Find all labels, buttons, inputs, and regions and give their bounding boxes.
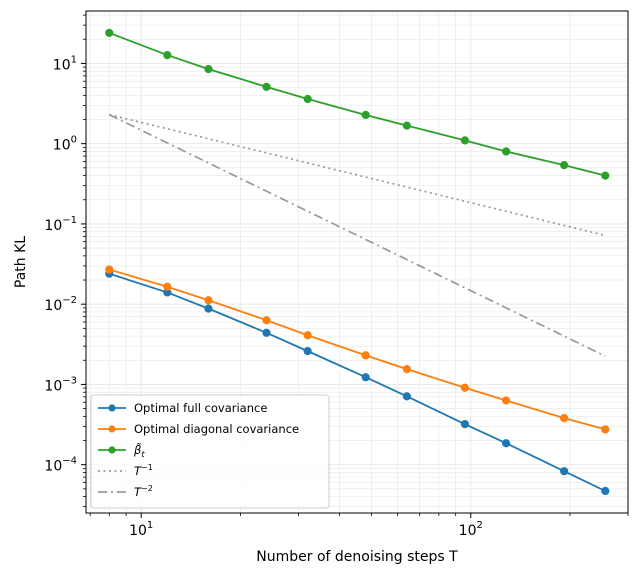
- x-axis-label: Number of denoising steps T: [256, 549, 458, 565]
- y-tick-label: 10−3: [44, 375, 77, 394]
- data-point-0: [601, 486, 610, 496]
- data-point-0: [361, 373, 370, 382]
- data-point-2: [204, 64, 213, 74]
- y-axis-label: Path KL: [13, 236, 29, 288]
- axes: 101 102 10−4 10−3 10−2 10−1 100 101: [44, 10, 629, 539]
- data-point-2: [303, 94, 312, 104]
- data-point-0: [501, 439, 511, 448]
- data-point-2: [560, 161, 569, 170]
- data-point-2: [501, 147, 511, 156]
- data-point-1: [402, 365, 411, 374]
- legend: Optimal full covariance Optimal diagonal …: [90, 394, 330, 509]
- y-tick-label: 10−2: [44, 295, 77, 314]
- data-point-1: [303, 331, 312, 340]
- data-point-1: [204, 296, 213, 305]
- data-point-2: [262, 82, 271, 91]
- legend-label-3: T−1: [134, 463, 153, 478]
- x-tick-label: 102: [459, 520, 483, 539]
- data-point-0: [402, 392, 411, 401]
- legend-label-1: Optimal diagonal covariance: [134, 422, 299, 436]
- data-point-1: [601, 425, 610, 434]
- data-point-2: [460, 136, 470, 145]
- y-tick-label: 10−4: [44, 456, 77, 475]
- plot-area: [105, 28, 610, 496]
- y-tick-label: 101: [53, 54, 77, 73]
- legend-box: [90, 394, 330, 509]
- data-point-2: [163, 50, 172, 60]
- data-point-0: [303, 347, 312, 356]
- data-point-1: [361, 351, 370, 360]
- data-point-1: [163, 282, 172, 291]
- legend-marker-0: [108, 404, 116, 412]
- data-point-0: [204, 304, 213, 313]
- data-point-1: [501, 396, 511, 405]
- series-line-3: [109, 113, 606, 237]
- data-point-1: [460, 383, 470, 392]
- data-point-2: [105, 28, 114, 38]
- data-point-0: [560, 467, 569, 476]
- data-point-2: [601, 171, 610, 180]
- series-line-4: [108, 113, 606, 357]
- data-point-1: [105, 265, 114, 274]
- legend-label-2: β̃t: [133, 442, 145, 459]
- legend-marker-2: [108, 446, 116, 454]
- axes-frame: [85, 10, 629, 514]
- y-tick-label: 100: [53, 135, 77, 154]
- y-tick-label: 10−1: [44, 215, 77, 234]
- legend-marker-1: [108, 425, 116, 433]
- data-point-1: [262, 316, 271, 325]
- data-point-1: [560, 414, 569, 423]
- data-point-2: [361, 110, 370, 120]
- grid: [86, 11, 629, 513]
- legend-label-0: Optimal full covariance: [134, 401, 267, 415]
- legend-label-4: T−2: [134, 484, 153, 499]
- data-point-0: [262, 328, 271, 337]
- data-point-2: [402, 121, 411, 130]
- x-tick-label: 101: [129, 520, 153, 539]
- data-point-0: [460, 420, 470, 429]
